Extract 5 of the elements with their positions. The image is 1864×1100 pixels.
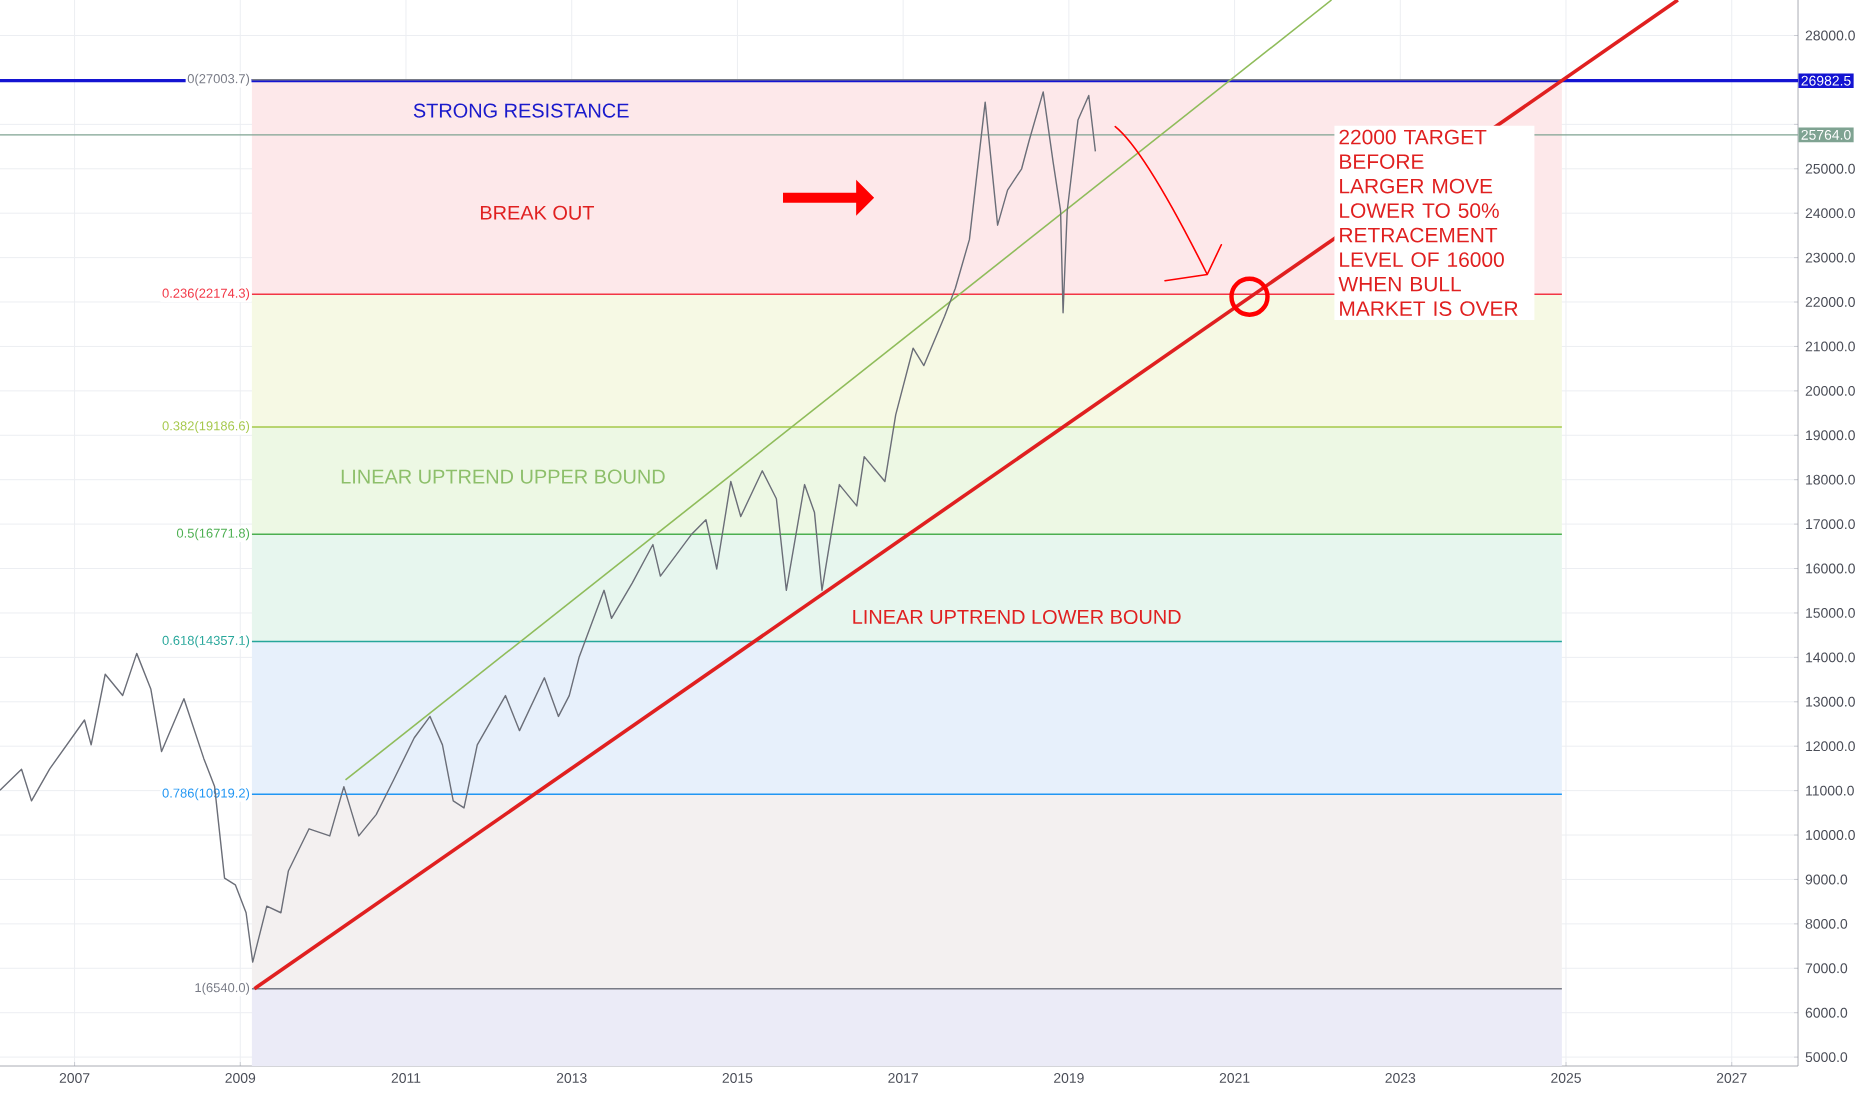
annotation: LINEAR UPTREND LOWER BOUND [853,609,1181,624]
annotation: BREAK OUT [480,205,595,220]
annotation: STRONG RESISTANCE [413,103,629,118]
annotation: 22000 TARGET BEFORE LARGER MOVE LOWER TO 50% RETRACEMENT LEVEL OF 16000 WHEN BULL MARKET IS OVER [1338,129,1518,317]
annotation: LINEAR UPTREND UPPER BOUND [341,469,665,484]
